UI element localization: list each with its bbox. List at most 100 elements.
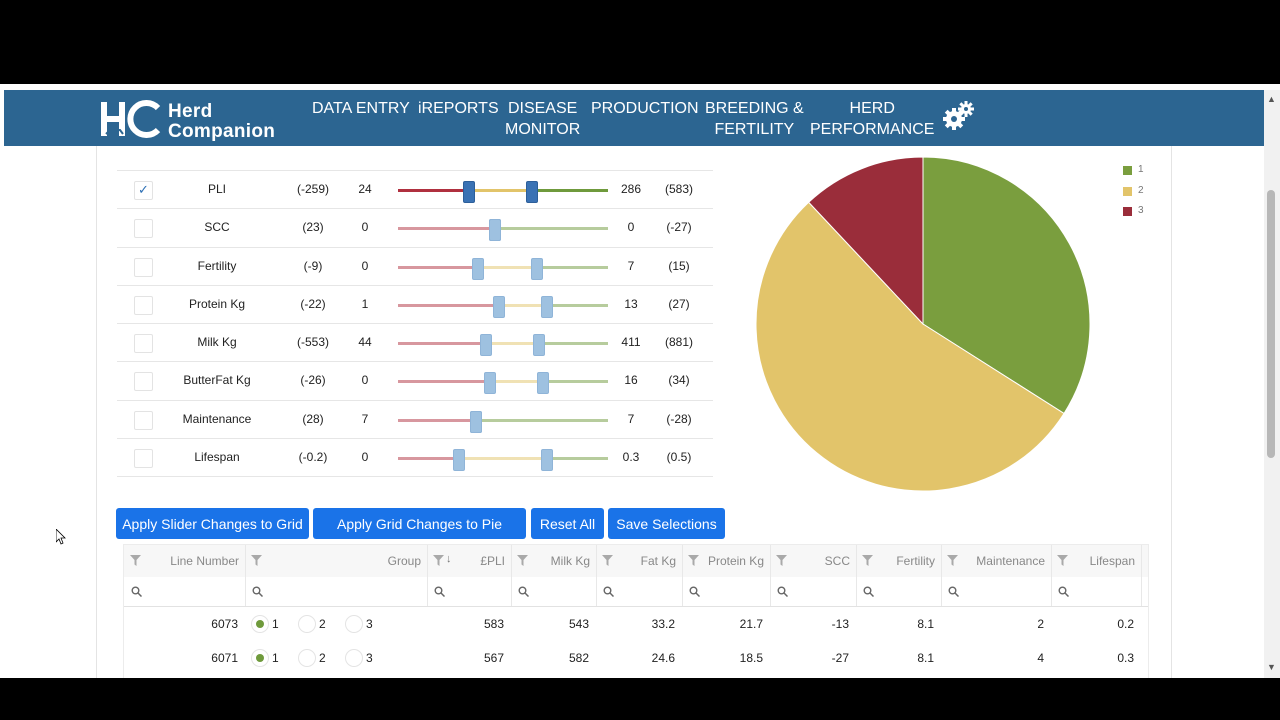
- slider-checkbox[interactable]: [134, 219, 153, 239]
- slider-low-handle[interactable]: [452, 449, 465, 472]
- range-slider-track[interactable]: [398, 334, 608, 357]
- column-header-line-number[interactable]: Line Number: [124, 545, 246, 577]
- column-header--pli[interactable]: ↓ £PLI: [427, 545, 512, 577]
- filter-funnel-icon[interactable]: ↓: [433, 553, 452, 569]
- grid-header-row: Line Number Group ↓ £PLI Milk Kg Fat Kg Protei…: [124, 545, 1148, 578]
- slider-checkbox[interactable]: [134, 257, 153, 277]
- slider-checkbox[interactable]: [134, 334, 153, 354]
- column-header-label: Fertility: [896, 554, 935, 568]
- range-slider-track[interactable]: [398, 449, 608, 472]
- range-slider-track[interactable]: [398, 257, 608, 280]
- filter-funnel-icon[interactable]: [517, 555, 528, 569]
- scroll-down-arrow-icon[interactable]: ▼: [1267, 662, 1276, 672]
- apply-grid-changes-button[interactable]: Apply Grid Changes to Pie Chart: [313, 508, 526, 563]
- table-row[interactable]: 6071 1 2 3 567 582 24.6 18.5 -27 8.1 4 0.3: [124, 641, 1148, 676]
- save-selections-button[interactable]: Save Selections: [608, 508, 725, 539]
- slider-low-handle[interactable]: [471, 257, 484, 280]
- filter-cell[interactable]: [941, 577, 1052, 606]
- search-icon: [863, 586, 875, 600]
- grid-cell-pli: 567: [483, 651, 504, 665]
- slider-checkbox[interactable]: [134, 372, 153, 392]
- filter-cell[interactable]: [245, 577, 428, 606]
- nav-herd-performance[interactable]: HERD PERFORMANCE: [810, 100, 935, 138]
- slider-low-handle[interactable]: [484, 372, 497, 395]
- filter-funnel-icon[interactable]: [602, 555, 613, 569]
- pie-slice-1[interactable]: [922, 156, 1091, 415]
- slider-high-handle[interactable]: [532, 334, 545, 357]
- filter-cell[interactable]: [682, 577, 771, 606]
- filter-funnel-icon[interactable]: [688, 555, 699, 569]
- slider-checkbox[interactable]: [134, 410, 153, 430]
- slider-high-handle[interactable]: [469, 410, 482, 433]
- slider-checkbox[interactable]: [134, 295, 153, 315]
- filter-funnel-icon[interactable]: [947, 555, 958, 569]
- vertical-scrollbar[interactable]: ▲ ▼: [1264, 90, 1280, 678]
- filter-cell[interactable]: [427, 577, 512, 606]
- column-header-milk-kg[interactable]: Milk Kg: [511, 545, 597, 577]
- gears-icon[interactable]: [942, 100, 974, 137]
- slider-name: Lifespan: [194, 450, 240, 465]
- slider-high-value: 16: [624, 373, 638, 388]
- apply-slider-changes-button[interactable]: Apply Slider Changes to Grid: [116, 508, 309, 539]
- range-slider-track[interactable]: [398, 410, 608, 433]
- pie-slice-3[interactable]: [807, 156, 924, 326]
- filter-funnel-icon[interactable]: [251, 555, 262, 569]
- nav-ireports[interactable]: iREPORTS: [418, 100, 499, 117]
- group-radio-2[interactable]: [298, 649, 316, 667]
- group-radio-2[interactable]: [298, 615, 316, 633]
- group-radio-1[interactable]: [251, 615, 269, 633]
- slider-checkbox[interactable]: [134, 449, 153, 469]
- filter-funnel-icon[interactable]: [1057, 555, 1068, 569]
- slider-low-value: 0: [361, 258, 369, 273]
- slider-high-handle[interactable]: [536, 372, 549, 395]
- group-radio-3[interactable]: [345, 649, 363, 667]
- slider-low-handle[interactable]: [463, 181, 476, 203]
- column-header-fat-kg[interactable]: Fat Kg: [596, 545, 683, 577]
- herd-companion-logo[interactable]: Herd Companion: [100, 100, 275, 142]
- filter-funnel-icon[interactable]: [862, 555, 873, 569]
- range-slider-track[interactable]: [398, 372, 608, 395]
- table-row[interactable]: 6073 1 2 3 583 543 33.2 21.7 -13 8.1 2 0.2: [124, 607, 1148, 642]
- column-header-scc[interactable]: SCC: [770, 545, 857, 577]
- search-icon: [131, 586, 143, 600]
- filter-cell[interactable]: [1051, 577, 1142, 606]
- slider-high-handle[interactable]: [541, 295, 554, 318]
- nav-data-entry[interactable]: DATA ENTRY: [312, 100, 410, 117]
- slider-checkbox[interactable]: ✓: [134, 181, 153, 200]
- slider-low-value: 0: [361, 220, 369, 235]
- reset-all-button[interactable]: Reset All: [531, 508, 604, 539]
- filter-cell[interactable]: [856, 577, 942, 606]
- nav-production[interactable]: PRODUCTION: [591, 100, 699, 117]
- scroll-up-arrow-icon[interactable]: ▲: [1267, 94, 1276, 104]
- app-page: Herd Companion DATA ENTRY iREPORTS DISEA…: [0, 84, 1280, 678]
- scroll-thumb[interactable]: [1267, 190, 1275, 458]
- group-radio-3[interactable]: [345, 615, 363, 633]
- nav-disease-monitor[interactable]: DISEASE MONITOR: [505, 100, 581, 138]
- slider-low-handle[interactable]: [480, 334, 493, 357]
- slider-high-handle[interactable]: [530, 257, 543, 280]
- slider-high-handle[interactable]: [541, 449, 554, 472]
- grid-cell-scc: -27: [831, 651, 849, 665]
- range-slider-track[interactable]: [398, 295, 608, 318]
- slider-low-handle[interactable]: [492, 295, 505, 318]
- filter-cell[interactable]: [124, 577, 246, 606]
- slider-high-handle[interactable]: [526, 181, 539, 203]
- range-slider-track[interactable]: [398, 181, 608, 203]
- nav-breeding-fertility[interactable]: BREEDING & FERTILITY: [705, 100, 804, 138]
- group-radio-1[interactable]: [251, 649, 269, 667]
- filter-funnel-icon[interactable]: [130, 555, 141, 569]
- filter-funnel-icon[interactable]: [776, 555, 787, 569]
- range-slider-track[interactable]: [398, 219, 608, 242]
- filter-cell[interactable]: [596, 577, 683, 606]
- grid-cell-protein: 21.7: [739, 617, 763, 631]
- filter-cell[interactable]: [770, 577, 857, 606]
- slider-high-handle[interactable]: [488, 219, 501, 242]
- group-radio-label: 3: [366, 617, 373, 631]
- pie-slice-2[interactable]: [755, 201, 1065, 492]
- column-header-maintenance[interactable]: Maintenance: [941, 545, 1052, 577]
- column-header-lifespan[interactable]: Lifespan: [1051, 545, 1142, 577]
- column-header-group[interactable]: Group: [245, 545, 428, 577]
- column-header-fertility[interactable]: Fertility: [856, 545, 942, 577]
- filter-cell[interactable]: [511, 577, 597, 606]
- column-header-protein-kg[interactable]: Protein Kg: [682, 545, 771, 577]
